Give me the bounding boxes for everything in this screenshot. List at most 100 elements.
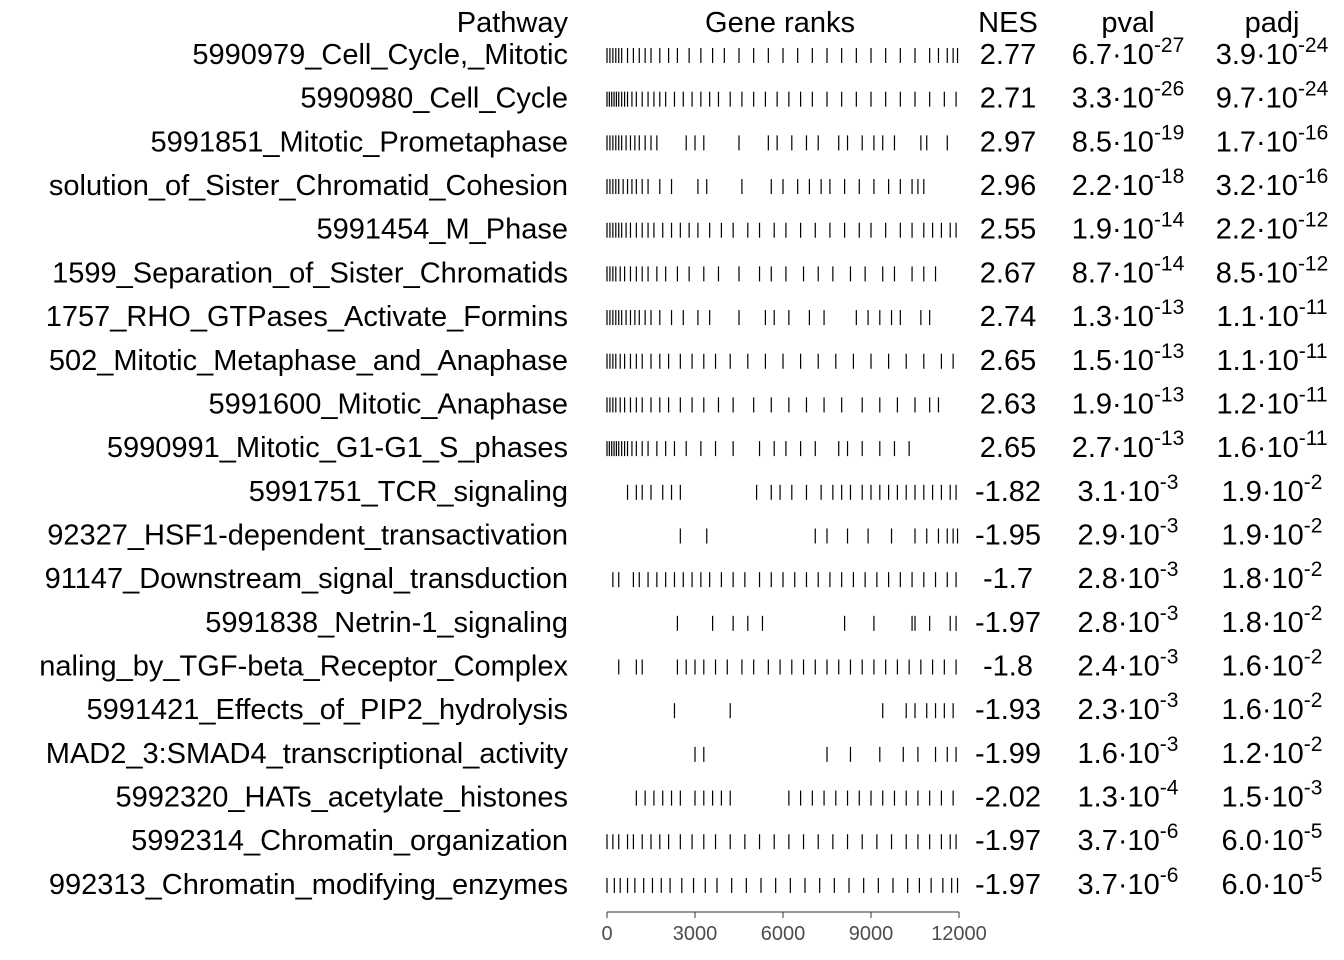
- padj-value-base: 1.6·10: [1222, 651, 1304, 683]
- padj-value: 1.2·10-11: [1216, 383, 1327, 420]
- nes-value: -1.97: [975, 869, 1041, 901]
- padj-value: 6.0·10-5: [1222, 820, 1323, 857]
- pathway-label: 1599_Separation_of_Sister_Chromatids: [52, 257, 568, 289]
- padj-value-exp: -16: [1298, 165, 1328, 188]
- pval-value-base: 3.7·10: [1078, 825, 1160, 857]
- pval-value-exp: -3: [1160, 602, 1179, 625]
- pval-value-base: 3.7·10: [1078, 869, 1160, 901]
- pathway-label: 5991454_M_Phase: [316, 214, 568, 246]
- padj-value-exp: -5: [1304, 864, 1323, 887]
- padj-value-exp: -16: [1298, 121, 1328, 144]
- padj-value-exp: -12: [1298, 209, 1328, 232]
- pval-value-exp: -6: [1160, 864, 1179, 887]
- pval-value-exp: -27: [1154, 34, 1184, 57]
- nes-value: 2.97: [980, 126, 1036, 158]
- nes-value: -1.97: [975, 825, 1041, 857]
- padj-value-exp: -11: [1299, 340, 1328, 363]
- pval-value: 2.2·10-18: [1072, 165, 1185, 202]
- pval-value-exp: -14: [1154, 252, 1185, 275]
- pathway-label: 5991600_Mitotic_Anaphase: [208, 388, 568, 420]
- padj-value-exp: -11: [1299, 296, 1328, 319]
- header-ranks: Gene ranks: [705, 7, 855, 39]
- padj-value: 1.1·10-11: [1216, 296, 1327, 333]
- padj-value-base: 1.6·10: [1216, 432, 1298, 464]
- pval-value: 2.3·10-3: [1078, 689, 1179, 726]
- padj-value: 1.8·10-2: [1222, 558, 1323, 595]
- nes-value: -1.82: [975, 476, 1041, 508]
- pathway-label: 5990979_Cell_Cycle,_Mitotic: [192, 39, 568, 71]
- padj-value-base: 6.0·10: [1222, 825, 1304, 857]
- nes-value: -1.93: [975, 694, 1041, 726]
- pathway-label: 992313_Chromatin_modifying_enzymes: [49, 869, 568, 901]
- pval-value-exp: -3: [1160, 514, 1179, 537]
- pval-value-base: 1.9·10: [1072, 214, 1154, 246]
- nes-value: -1.7: [983, 563, 1033, 595]
- pval-value-exp: -3: [1160, 733, 1179, 756]
- padj-value: 1.6·10-2: [1222, 689, 1323, 726]
- padj-value: 1.9·10-2: [1222, 514, 1323, 551]
- padj-value: 1.6·10-2: [1222, 646, 1323, 683]
- pathway-label: naling_by_TGF-beta_Receptor_Complex: [39, 651, 568, 683]
- nes-value: 2.77: [980, 39, 1036, 71]
- pval-value-base: 2.9·10: [1078, 519, 1160, 551]
- pathway-label: 5990991_Mitotic_G1-G1_S_phases: [107, 432, 568, 464]
- pathway-label: 502_Mitotic_Metaphase_and_Anaphase: [49, 345, 568, 377]
- padj-value-base: 2.2·10: [1216, 214, 1298, 246]
- pathway-label: 92327_HSF1-dependent_transactivation: [47, 519, 568, 551]
- pval-value: 8.7·10-14: [1072, 252, 1185, 289]
- padj-value-exp: -2: [1304, 514, 1323, 537]
- pval-value-base: 1.3·10: [1072, 301, 1154, 333]
- nes-value: 2.96: [980, 170, 1036, 202]
- padj-value-base: 1.6·10: [1222, 694, 1304, 726]
- padj-value: 1.5·10-3: [1222, 777, 1323, 814]
- x-tick-label: 3000: [673, 923, 718, 945]
- padj-value-base: 1.7·10: [1216, 126, 1298, 158]
- padj-value: 3.9·10-24: [1216, 34, 1329, 71]
- nes-value: 2.74: [980, 301, 1036, 333]
- nes-value: 2.71: [980, 83, 1036, 115]
- pval-value: 1.6·10-3: [1078, 733, 1179, 770]
- pval-value: 1.9·10-13: [1072, 383, 1185, 420]
- nes-value: -1.95: [975, 519, 1041, 551]
- padj-value: 8.5·10-12: [1216, 252, 1329, 289]
- padj-value-exp: -3: [1304, 777, 1323, 800]
- pval-value: 2.8·10-3: [1078, 558, 1179, 595]
- pval-value-exp: -3: [1160, 471, 1179, 494]
- padj-value-exp: -2: [1304, 689, 1323, 712]
- pval-value-base: 2.4·10: [1078, 651, 1160, 683]
- pval-value-exp: -3: [1160, 558, 1179, 581]
- pval-value: 3.7·10-6: [1078, 820, 1179, 857]
- padj-value-exp: -11: [1299, 427, 1328, 450]
- pathway-label: 1757_RHO_GTPases_Activate_Formins: [46, 301, 568, 333]
- nes-value: 2.63: [980, 388, 1036, 420]
- pval-value-base: 1.6·10: [1078, 738, 1160, 770]
- padj-value: 1.9·10-2: [1222, 471, 1323, 508]
- pval-value-exp: -4: [1160, 777, 1179, 800]
- pval-value-exp: -14: [1154, 209, 1185, 232]
- pval-value: 3.7·10-6: [1078, 864, 1179, 901]
- padj-value-exp: -2: [1304, 602, 1323, 625]
- header-pathway: Pathway: [457, 7, 569, 39]
- pval-value: 2.4·10-3: [1078, 646, 1179, 683]
- pathway-label: 5992320_HATs_acetylate_histones: [115, 782, 568, 814]
- header-nes: NES: [978, 7, 1038, 39]
- nes-value: 2.65: [980, 432, 1036, 464]
- padj-value-exp: -2: [1304, 471, 1323, 494]
- padj-value-exp: -24: [1298, 34, 1329, 57]
- pathway-label: 91147_Downstream_signal_transduction: [45, 563, 568, 595]
- padj-value-base: 1.9·10: [1222, 519, 1304, 551]
- pval-value: 2.9·10-3: [1078, 514, 1179, 551]
- pval-value-exp: -3: [1160, 646, 1179, 669]
- padj-value-base: 9.7·10: [1216, 83, 1298, 115]
- pval-value: 2.8·10-3: [1078, 602, 1179, 639]
- padj-value: 1.1·10-11: [1216, 340, 1327, 377]
- pval-value-exp: -26: [1154, 78, 1184, 101]
- pval-value-exp: -13: [1154, 296, 1184, 319]
- header-pval: pval: [1101, 7, 1154, 39]
- nes-value: -1.8: [983, 651, 1033, 683]
- pval-value: 6.7·10-27: [1072, 34, 1185, 71]
- pathway-label: MAD2_3:SMAD4_transcriptional_activity: [46, 738, 569, 770]
- pathway-label: 5991851_Mitotic_Prometaphase: [150, 126, 568, 158]
